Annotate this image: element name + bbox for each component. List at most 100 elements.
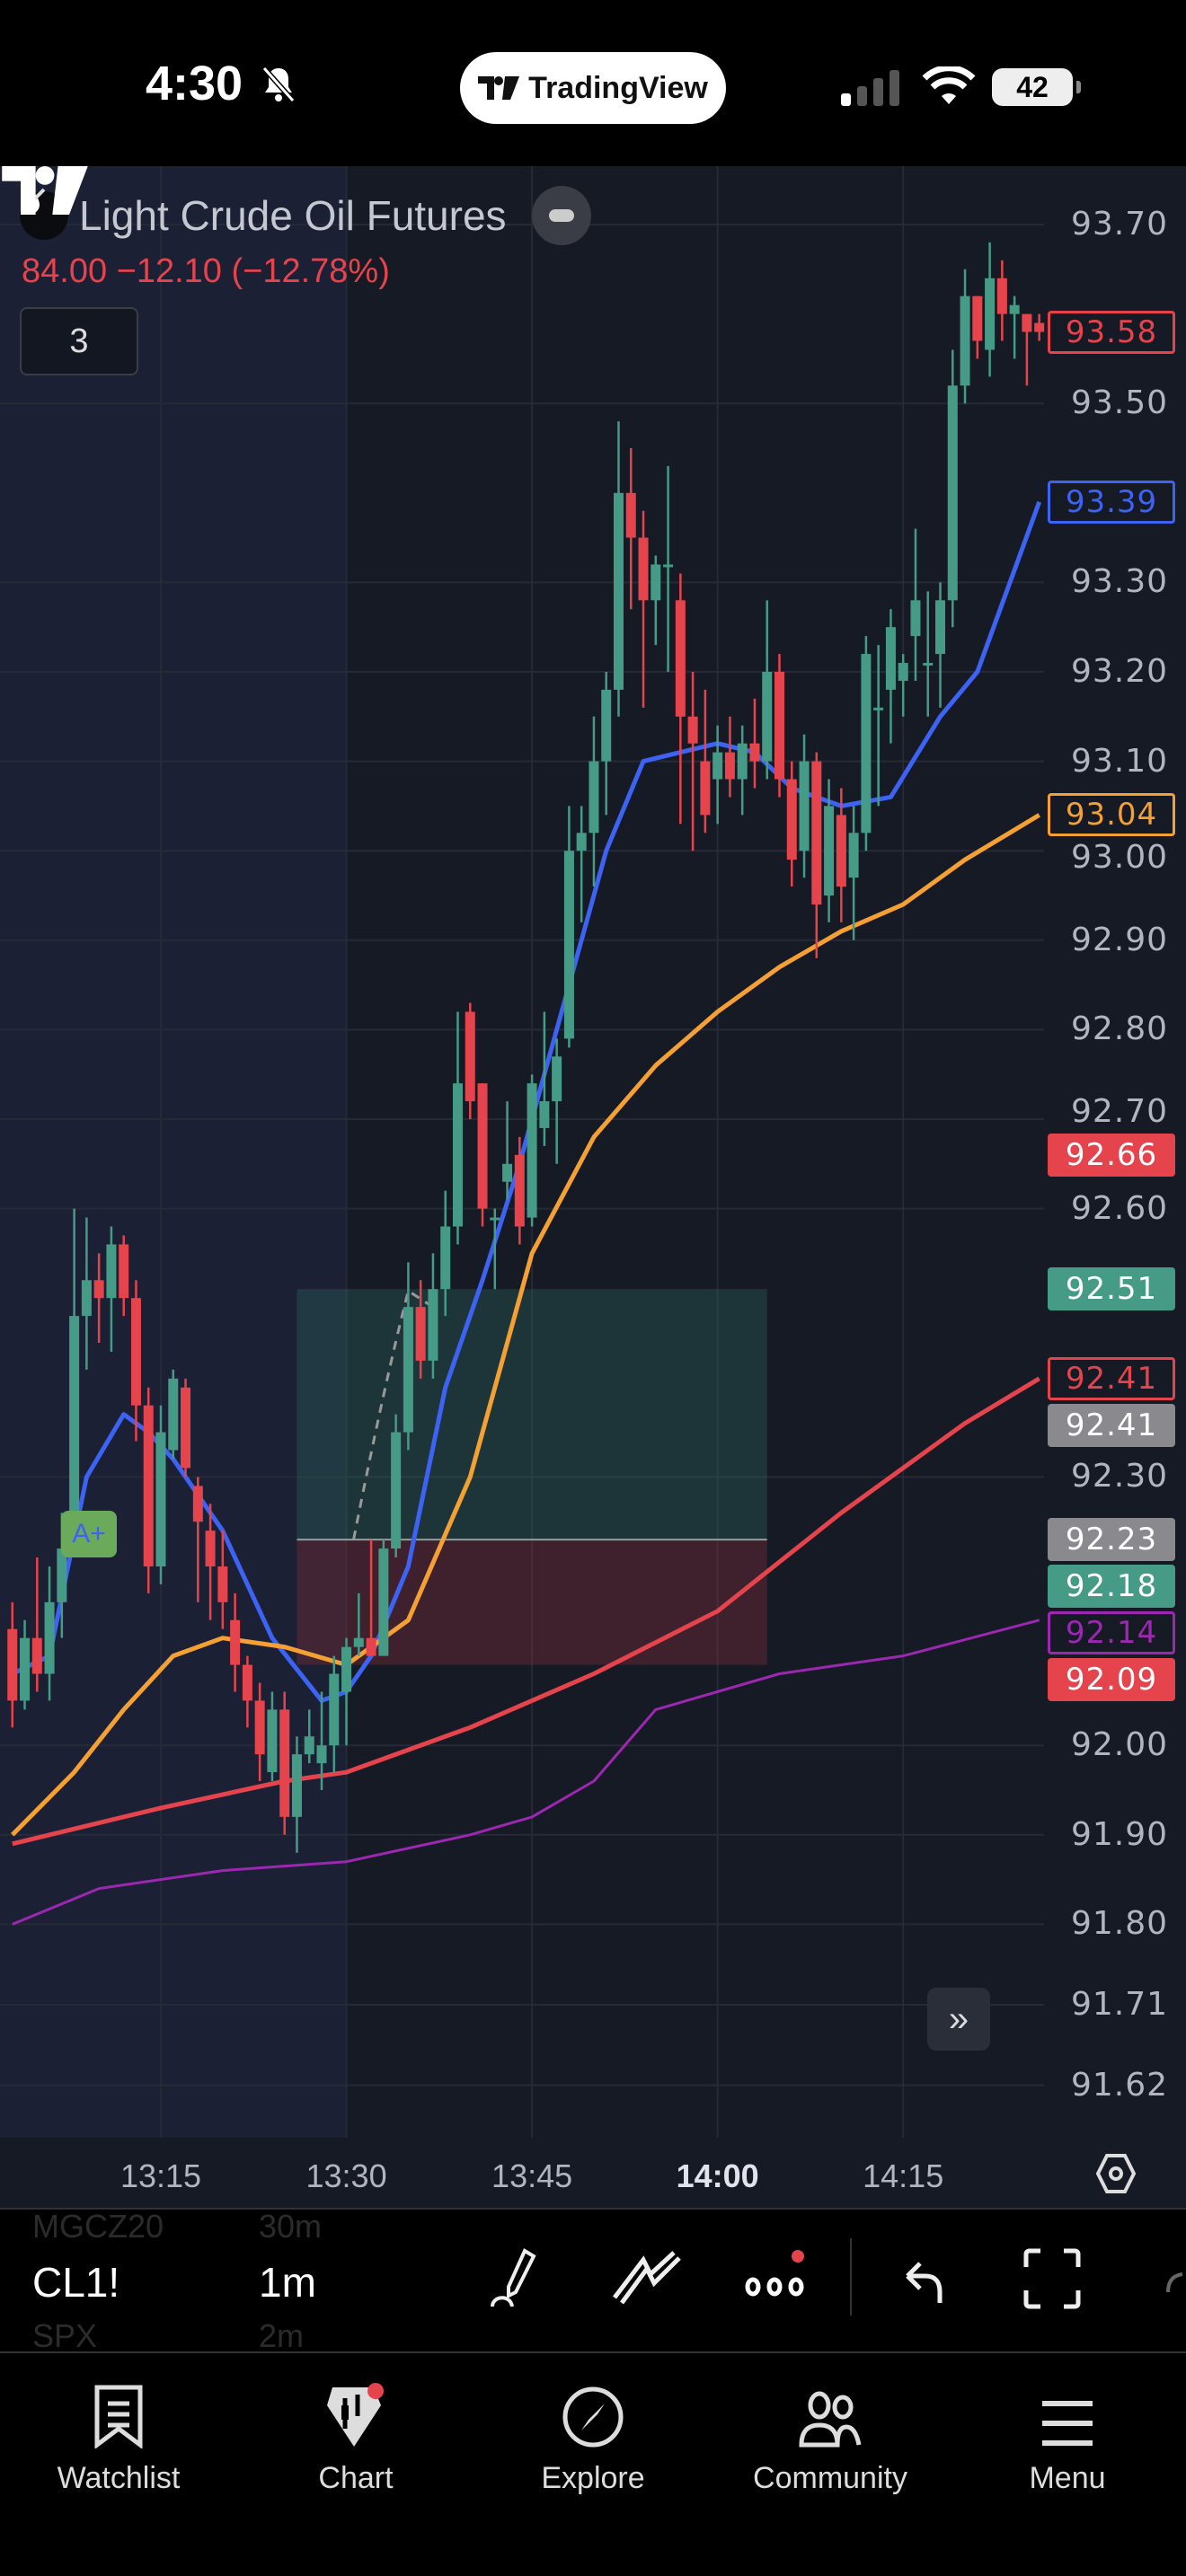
interval-picker[interactable]: 1m <box>259 2259 316 2306</box>
candle-down <box>205 1531 216 1566</box>
time-axis-label: 13:30 <box>305 2157 387 2194</box>
time-axis-label: 14:15 <box>863 2157 944 2194</box>
chart-settings-icon[interactable] <box>1094 2152 1137 2195</box>
price-axis-label: 91.71 <box>1071 1986 1169 2024</box>
session-shading <box>0 166 347 2138</box>
candle-down <box>279 1709 290 1817</box>
candle-up <box>960 296 970 386</box>
candle-up <box>589 761 599 834</box>
candle-down <box>415 1307 426 1361</box>
time-axis-label: 14:00 <box>676 2157 759 2194</box>
picker-prev-interval[interactable]: 30m <box>259 2208 323 2245</box>
candle-up <box>861 654 872 834</box>
tradingview-pill[interactable]: TradingView <box>460 52 726 124</box>
indicators-toggle-button[interactable]: 3 <box>20 188 138 375</box>
price-axis-label: 92.70 <box>1071 1092 1169 1130</box>
candle-up <box>539 1101 550 1128</box>
tab-chart[interactable]: Chart <box>248 2368 464 2496</box>
trend-line-tool-icon[interactable] <box>611 2247 683 2310</box>
tab-explore[interactable]: Explore <box>485 2368 701 2496</box>
candle-down <box>514 1154 525 1227</box>
candle-up <box>329 1673 340 1746</box>
hamburger-menu-icon <box>1042 2401 1093 2446</box>
tab-community[interactable]: Community <box>722 2368 938 2496</box>
drawing-pencil-icon[interactable] <box>485 2247 548 2310</box>
candle-up <box>106 1244 117 1299</box>
status-bar: 4:30 TradingView 42 <box>0 0 1186 166</box>
candle-down <box>1034 322 1045 332</box>
symbol-title[interactable]: Light Crude Oil Futures <box>79 192 507 239</box>
fullscreen-icon[interactable] <box>1021 2247 1084 2310</box>
candle-up <box>663 564 674 568</box>
bell-slash-icon <box>261 66 296 102</box>
picker-next-symbol[interactable]: SPX <box>32 2317 98 2354</box>
watchlist-bookmark-icon <box>94 2385 143 2448</box>
price-axis-label: 92.90 <box>1071 921 1169 958</box>
candlestick-chart[interactable] <box>0 166 1186 2138</box>
price-change: 84.00 −12.10 (−12.78%) <box>22 252 390 290</box>
candle-down <box>366 1637 376 1656</box>
candle-up <box>799 761 810 851</box>
candle-down <box>724 752 735 780</box>
chart-toolbar: MGCZ20 30m CL1! 1m SPX 2m <box>0 2208 1186 2354</box>
price-badge: 92.51 <box>1048 1267 1175 1311</box>
candle-up <box>316 1745 327 1764</box>
candle-up <box>824 806 835 895</box>
price-badge: 92.66 <box>1048 1133 1175 1177</box>
minus-icon <box>548 209 574 222</box>
candle-down <box>31 1637 42 1674</box>
candle-down <box>774 672 784 780</box>
price-badge: 92.14 <box>1048 1611 1175 1655</box>
collapse-legend-button[interactable] <box>531 186 591 245</box>
double-chevron-right-icon: » <box>948 1998 969 2039</box>
price-axis-label: 91.90 <box>1071 1815 1169 1853</box>
candle-up <box>576 833 587 851</box>
candle-up <box>341 1646 352 1692</box>
price-axis-label: 93.30 <box>1071 563 1169 601</box>
candle-up <box>81 1280 92 1317</box>
symbol-picker[interactable]: CL1! <box>32 2259 120 2306</box>
candle-up <box>601 689 612 762</box>
price-axis-label: 92.00 <box>1071 1726 1169 1764</box>
time-axis-label: 13:15 <box>119 2157 202 2194</box>
wifi-icon <box>922 66 976 104</box>
candle-up <box>403 1307 413 1433</box>
candle-up <box>873 707 884 710</box>
tab-watchlist[interactable]: Watchlist <box>11 2368 226 2496</box>
candle-down <box>242 1664 252 1701</box>
picker-prev-symbol[interactable]: MGCZ20 <box>32 2208 164 2245</box>
tab-label: Explore <box>541 2461 645 2495</box>
candle-down <box>93 1280 104 1299</box>
candle-down <box>786 779 797 860</box>
candle-up <box>848 833 859 878</box>
candle-up <box>44 1601 55 1674</box>
tab-menu[interactable]: Menu <box>960 2368 1175 2496</box>
time-axis[interactable]: 13:15 13:30 13:45 14:00 14:15 <box>0 2138 1186 2210</box>
candle-down <box>119 1244 129 1299</box>
candle-up <box>452 1083 463 1227</box>
undo-icon[interactable] <box>898 2247 952 2310</box>
more-tools-icon[interactable] <box>742 2247 814 2310</box>
symbol-legend: Light Crude Oil Futures 84.00 −12.10 (−1… <box>20 186 591 375</box>
signal-marker[interactable]: A+ <box>61 1511 117 1557</box>
candle-down <box>749 743 760 762</box>
candle-down <box>1022 313 1032 332</box>
candle-up <box>428 1289 438 1361</box>
candle-up <box>898 663 908 681</box>
price-axis-label: 93.10 <box>1071 742 1169 780</box>
candle-down <box>625 492 636 538</box>
price-axis-label: 92.80 <box>1071 1010 1169 1048</box>
candle-up <box>737 743 748 780</box>
candle-up <box>712 752 723 780</box>
candle-down <box>638 537 649 601</box>
candle-down <box>811 761 822 904</box>
candle-up <box>168 1378 179 1451</box>
ma-slow-line <box>12 1376 1040 1847</box>
partial-tool-icon[interactable] <box>1164 2247 1186 2310</box>
candle-up <box>57 1548 67 1602</box>
candle-up <box>391 1432 402 1549</box>
picker-next-interval[interactable]: 2m <box>259 2317 305 2354</box>
chart-area[interactable]: 93.70 93.50 93.30 93.20 93.10 93.00 92.90 92.80… <box>0 166 1186 2138</box>
position-target-zone <box>296 1289 767 1540</box>
scroll-to-realtime-button[interactable]: » <box>927 1988 990 2051</box>
